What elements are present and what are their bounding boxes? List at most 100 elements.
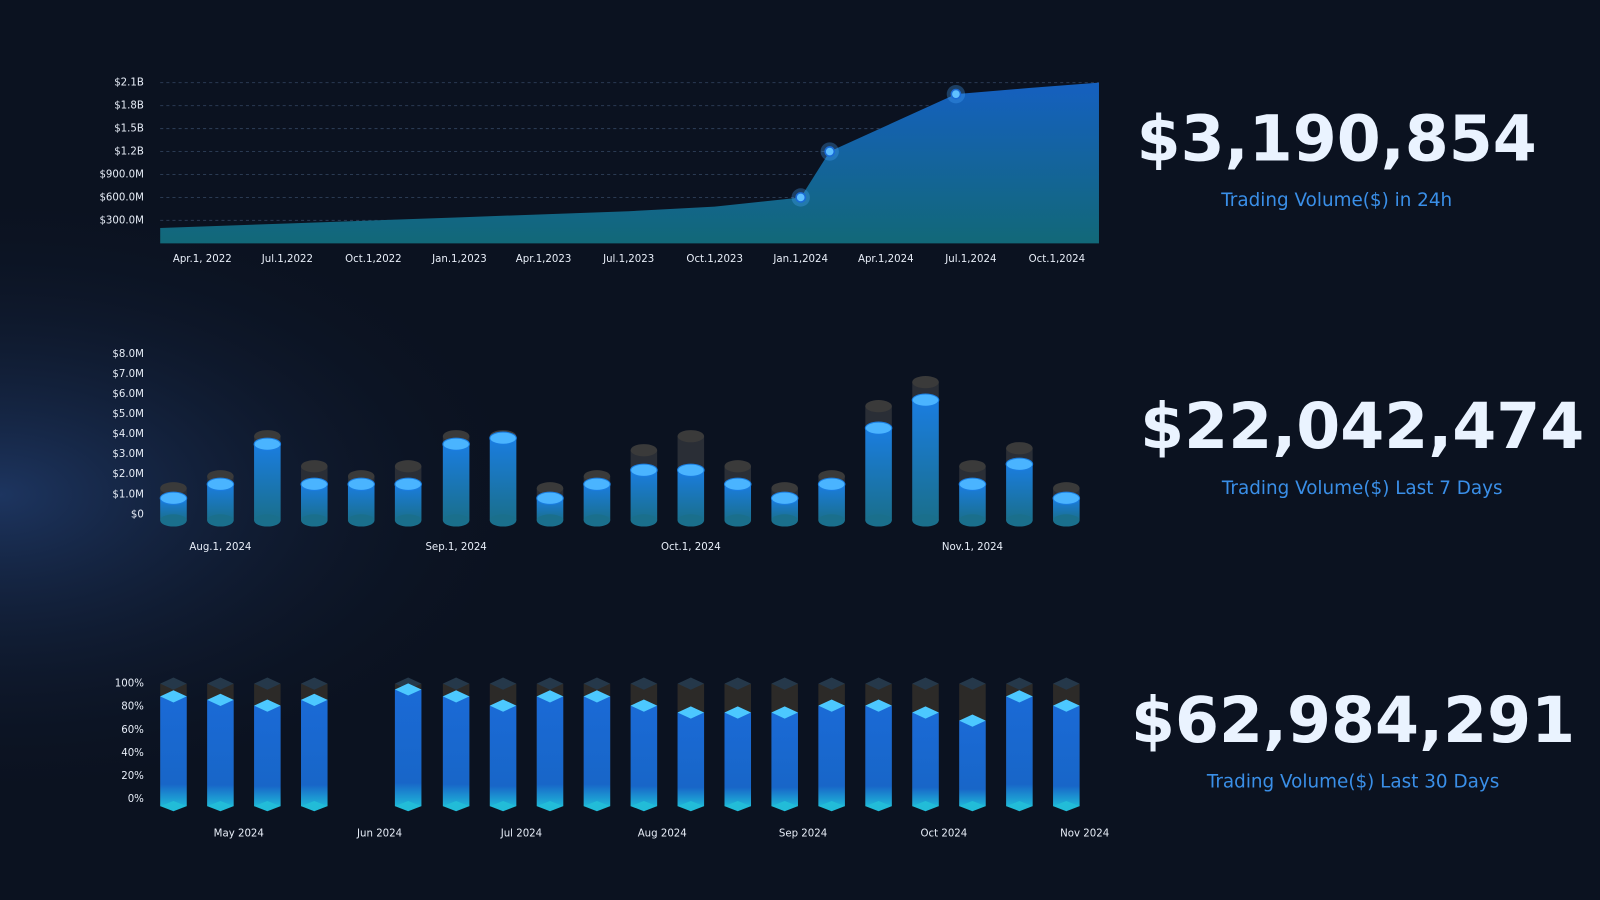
bar-max-cap <box>818 677 845 690</box>
bar-max-cap <box>160 482 187 495</box>
bar <box>771 712 798 807</box>
y-tick-label: $6.0M <box>112 389 143 400</box>
bar-cap <box>630 463 658 477</box>
x-tick-label: Aug.1, 2024 <box>189 542 251 553</box>
y-tick-label: $1.5B <box>114 124 144 135</box>
bar-max-cap <box>1053 677 1080 690</box>
y-tick-label: $4.0M <box>112 429 143 440</box>
bar-cap <box>489 699 517 712</box>
y-tick-label: $0 <box>131 509 144 520</box>
bar-bottom <box>1006 801 1033 812</box>
x-tick-label: Oct.1,2023 <box>686 254 743 265</box>
stat-label: Trading Volume($) Last 30 Days <box>1206 772 1499 793</box>
bar-max-cap <box>394 460 422 473</box>
point <box>824 146 836 157</box>
bar <box>630 470 658 521</box>
bar-max-cap <box>536 482 564 495</box>
bar-max-cap <box>771 482 798 495</box>
bar-bottom <box>818 514 845 527</box>
bar-cap <box>677 706 705 719</box>
bar-cap <box>864 421 893 435</box>
bar-cap <box>958 477 987 491</box>
bar-bottom <box>301 801 328 812</box>
bar-cap <box>770 491 799 505</box>
y-tick-label: $600.0M <box>99 192 143 203</box>
bar-bottom <box>442 514 470 527</box>
x-tick-label: Jul.1,2022 <box>261 254 313 265</box>
bar-bottom <box>959 514 986 527</box>
bar <box>818 705 845 807</box>
bar-max-cap <box>865 400 892 413</box>
bar <box>254 705 281 807</box>
y-tick-label: $3.0M <box>112 449 143 460</box>
bar-bottom <box>489 514 517 527</box>
bar <box>865 705 892 807</box>
bar-cap <box>1005 457 1034 471</box>
y-tick-label: $1.0M <box>112 489 143 500</box>
area <box>160 82 1099 244</box>
x-tick-label: Oct 2024 <box>920 829 967 840</box>
stat-label: Trading Volume($) Last 7 Days <box>1221 478 1503 499</box>
bar-bottom <box>818 801 845 812</box>
x-tick-label: May 2024 <box>214 829 264 840</box>
bar <box>489 705 517 807</box>
bar-cap <box>207 693 234 706</box>
bar-max-cap <box>912 375 939 389</box>
bar-bottom <box>442 801 470 812</box>
bar-max-cap <box>959 460 986 473</box>
bar-max-cap <box>301 677 328 690</box>
x-tick-label: Oct.1,2022 <box>345 254 402 265</box>
bar-max-cap <box>442 677 470 690</box>
bar-max-cap <box>865 677 892 690</box>
bar <box>442 696 470 807</box>
y-tick-label: 40% <box>121 748 144 759</box>
x-tick-label: Oct.1, 2024 <box>661 542 721 553</box>
bar-max-cap <box>254 677 281 690</box>
bar-max-cap <box>583 677 611 690</box>
bar-cap <box>1053 699 1080 712</box>
bar-max-cap <box>1053 482 1080 495</box>
bar-bottom <box>160 514 187 527</box>
point <box>950 88 962 100</box>
bar-bottom <box>1053 514 1080 527</box>
x-tick-label: Sep.1, 2024 <box>425 542 486 553</box>
bar-bottom <box>301 514 328 527</box>
y-tick-label: 60% <box>121 725 144 736</box>
x-tick-label: Jun 2024 <box>356 829 402 840</box>
bar-max-cap <box>724 460 752 473</box>
bar-bottom <box>254 514 281 527</box>
bar <box>1053 705 1080 807</box>
bar-bottom <box>724 514 752 527</box>
point <box>795 192 807 203</box>
bar <box>677 712 705 807</box>
y-tick-label: $2.0M <box>112 469 143 480</box>
bar-bottom <box>394 801 422 812</box>
bar-max-cap <box>207 677 234 690</box>
bar <box>583 696 611 807</box>
bar-cap <box>489 431 517 445</box>
bar-max-cap <box>301 460 328 473</box>
bar-cap <box>771 706 798 719</box>
bar-cap <box>911 393 940 407</box>
bar-cap <box>301 693 328 706</box>
bar-max-cap <box>1006 677 1033 690</box>
bar <box>865 428 892 521</box>
bar <box>677 470 705 521</box>
bar-cap <box>253 437 282 451</box>
bar <box>1006 696 1033 807</box>
bar-cap <box>865 699 892 712</box>
bar-bottom <box>771 801 798 812</box>
bar-max-cap <box>771 677 798 690</box>
bar-bottom <box>254 801 281 812</box>
bar-max-cap <box>677 677 705 690</box>
bar-cap <box>347 477 375 491</box>
bar-bottom <box>1006 514 1033 527</box>
x-tick-label: Sep 2024 <box>779 829 827 840</box>
bar <box>959 720 986 807</box>
bar-cap <box>394 477 422 491</box>
bar <box>207 699 234 807</box>
y-tick-label: $5.0M <box>112 409 143 420</box>
bar-bottom <box>347 514 375 527</box>
bar-bottom <box>207 801 234 812</box>
bar-bottom <box>724 801 752 812</box>
